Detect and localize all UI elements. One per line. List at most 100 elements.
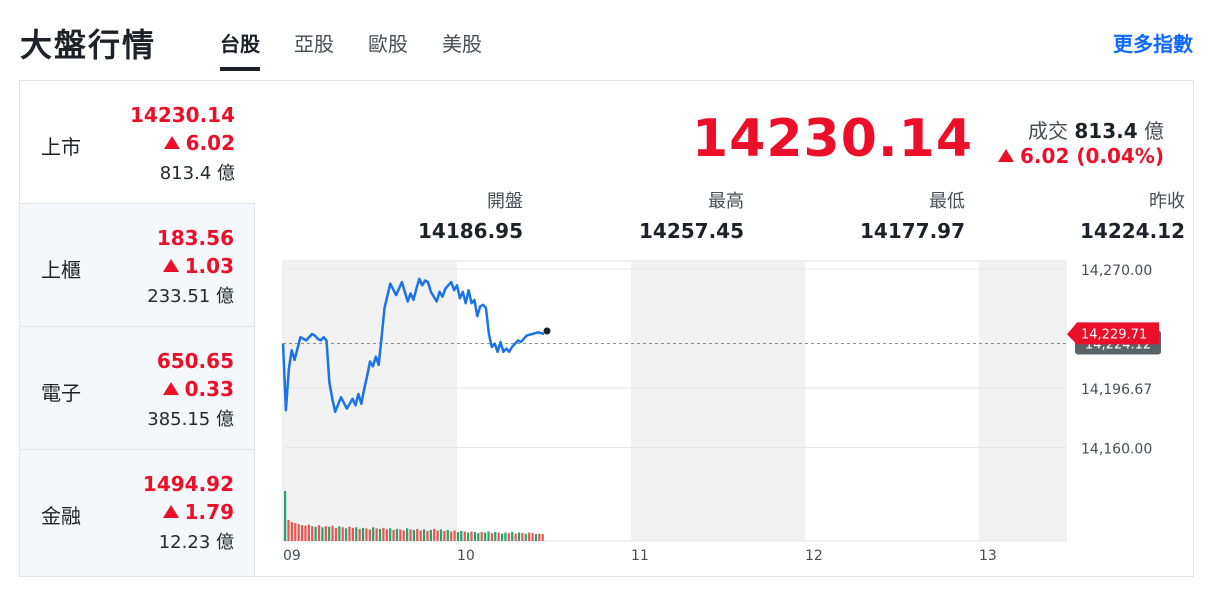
- sidebar-item-finance[interactable]: 金融 1494.92 1.79 12.23 億: [20, 450, 255, 576]
- volume-bar: [361, 527, 365, 541]
- volume-bar: [487, 531, 490, 541]
- volume-bar: [365, 528, 368, 541]
- sidebar-item-change: 0.33: [162, 377, 234, 401]
- up-arrow-icon: [998, 149, 1015, 162]
- volume-bar: [395, 528, 399, 541]
- stat-open: 開盤 14186.95: [363, 187, 523, 243]
- volume-bar: [321, 527, 324, 541]
- volume-bar: [290, 522, 293, 541]
- sidebar-item-volume: 385.15 億: [147, 409, 234, 430]
- volume-label: 成交: [1028, 119, 1069, 143]
- tab-asia[interactable]: 亞股: [294, 32, 334, 56]
- stat-label: 最高: [708, 191, 744, 212]
- sidebar-item-price: 14230.14: [129, 103, 235, 127]
- stat-high: 最高 14257.45: [584, 187, 744, 243]
- stat-label: 最低: [929, 191, 965, 212]
- sidebar-item-change: 1.79: [162, 500, 234, 524]
- volume-bar: [355, 527, 358, 541]
- sidebar-item-volume: 12.23 億: [158, 532, 234, 553]
- price-line: [281, 277, 545, 414]
- y-tick-label: 14,196.67: [1081, 382, 1152, 398]
- up-arrow-icon: [162, 259, 179, 272]
- volume-bar: [317, 525, 321, 541]
- x-tick-label: 09: [283, 548, 301, 564]
- market-tabs: 台股 亞股 歐股 美股: [220, 28, 482, 71]
- stat-label: 開盤: [487, 191, 523, 212]
- volume-bar: [467, 532, 470, 541]
- x-tick-label: 10: [457, 548, 475, 564]
- volume-bar: [287, 519, 290, 541]
- volume-bar: [446, 529, 449, 541]
- x-tick-label: 13: [979, 548, 997, 564]
- volume-bar: [463, 531, 466, 541]
- tab-us[interactable]: 美股: [442, 32, 482, 56]
- volume-bar: [314, 526, 317, 541]
- intraday-chart[interactable]: 14,270.0014,196.6714,160.0014,224.1214,2…: [255, 81, 1193, 576]
- volume-bar: [406, 528, 409, 541]
- volume-bar: [328, 526, 331, 541]
- sidebar-item-change: 1.03: [162, 254, 234, 278]
- current-price-label: 14,229.71: [1081, 327, 1147, 342]
- plot-frame: [282, 260, 1067, 542]
- sidebar-item-change-value: 6.02: [185, 131, 235, 155]
- sidebar-item-volume: 233.51 億: [147, 286, 234, 307]
- volume-bar: [294, 523, 297, 541]
- volume-bar: [524, 533, 527, 541]
- y-tick-label: 14,160.00: [1081, 441, 1152, 457]
- volume-bar: [450, 531, 453, 541]
- sidebar-item-electronics[interactable]: 電子 650.65 0.33 385.15 億: [20, 327, 255, 450]
- volume-unit: 億: [1144, 119, 1164, 143]
- sidebar-item-name: 金融: [41, 504, 81, 528]
- volume-bar: [385, 529, 388, 541]
- volume-bar: [392, 529, 395, 541]
- x-tick-label: 11: [631, 548, 649, 564]
- volume-bar: [389, 528, 392, 541]
- tab-taiwan[interactable]: 台股: [220, 28, 260, 71]
- y-tick-label: 14,270.00: [1081, 263, 1152, 279]
- volume-bar: [399, 529, 402, 541]
- tab-europe[interactable]: 歐股: [368, 32, 408, 56]
- volume-bar: [433, 528, 436, 541]
- volume-bar: [382, 527, 385, 541]
- volume-bar: [419, 530, 422, 541]
- volume-bar: [500, 533, 504, 541]
- stat-value: 14257.45: [638, 219, 744, 243]
- volume-bar: [297, 524, 300, 541]
- sidebar-item-change-value: 0.33: [184, 377, 234, 401]
- volume-bar: [341, 527, 344, 541]
- volume-bar: [358, 528, 361, 541]
- stat-low: 最低 14177.97: [805, 187, 965, 243]
- sidebar-item-otc[interactable]: 上櫃 183.56 1.03 233.51 億: [20, 204, 255, 327]
- volume-bar: [538, 533, 541, 541]
- stat-value: 14186.95: [417, 219, 523, 243]
- volume-bar: [304, 525, 307, 541]
- volume-bar: [402, 530, 405, 541]
- volume-bar: [517, 532, 521, 541]
- sidebar-item-listed[interactable]: 上市 14230.14 6.02 813.4 億: [20, 81, 255, 204]
- price-change-value: 6.02 (0.04%): [1020, 144, 1164, 168]
- volume-bar: [436, 530, 439, 541]
- sidebar-item-price: 183.56: [156, 226, 234, 250]
- index-detail: 14230.14 成交 813.4 億 6.02 (0.04%) 開盤 1418…: [255, 81, 1193, 576]
- x-tick-label: 12: [805, 548, 823, 564]
- volume-bar: [439, 529, 443, 541]
- volume-bar: [494, 532, 497, 541]
- sidebar-item-change-value: 1.79: [184, 500, 234, 524]
- volume-bar: [409, 529, 412, 541]
- volume-bar: [345, 528, 348, 541]
- volume-bar: [412, 529, 416, 541]
- volume-bar: [456, 532, 460, 541]
- volume-bar: [429, 529, 432, 541]
- volume-bar: [416, 528, 419, 541]
- market-panel: 上市 14230.14 6.02 813.4 億 上櫃 183.56 1.03 …: [19, 80, 1194, 577]
- sidebar-item-name: 電子: [41, 381, 81, 405]
- hour-band: [283, 261, 457, 541]
- volume-bar: [307, 524, 310, 541]
- sidebar-item-change-value: 1.03: [184, 254, 234, 278]
- stat-value: 14177.97: [859, 219, 965, 243]
- index-sidebar: 上市 14230.14 6.02 813.4 億 上櫃 183.56 1.03 …: [20, 81, 255, 576]
- current-price: 14230.14: [691, 109, 973, 169]
- volume-bar: [375, 528, 378, 541]
- more-indices-link[interactable]: 更多指數: [1113, 32, 1193, 56]
- volume-bar: [541, 534, 544, 541]
